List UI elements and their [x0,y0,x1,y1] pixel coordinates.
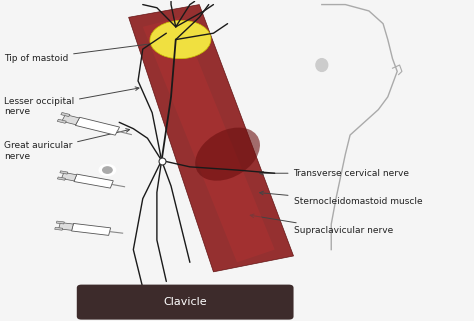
Circle shape [103,167,112,173]
Text: Great auricular
nerve: Great auricular nerve [4,129,129,160]
Text: Clavicle: Clavicle [164,297,207,307]
Text: Sternocleidomastoid muscle: Sternocleidomastoid muscle [260,191,422,206]
Polygon shape [75,117,119,135]
Polygon shape [56,221,64,224]
Polygon shape [61,112,70,117]
Polygon shape [57,119,66,123]
Ellipse shape [195,127,260,181]
Text: Lesser occipital
nerve: Lesser occipital nerve [4,87,139,116]
Polygon shape [74,174,113,188]
Circle shape [99,164,116,176]
Ellipse shape [316,59,328,71]
Text: Supraclavicular nerve: Supraclavicular nerve [250,214,393,235]
Text: Transverse cervical nerve: Transverse cervical nerve [260,169,410,178]
Polygon shape [72,223,110,235]
Polygon shape [128,4,293,272]
Polygon shape [143,17,275,262]
Ellipse shape [150,21,211,59]
Polygon shape [55,227,63,230]
Text: Tip of mastoid: Tip of mastoid [4,42,155,63]
Polygon shape [62,115,79,125]
Polygon shape [59,222,73,230]
Polygon shape [57,177,65,180]
FancyBboxPatch shape [77,285,293,320]
Polygon shape [62,172,77,181]
Polygon shape [60,171,68,174]
